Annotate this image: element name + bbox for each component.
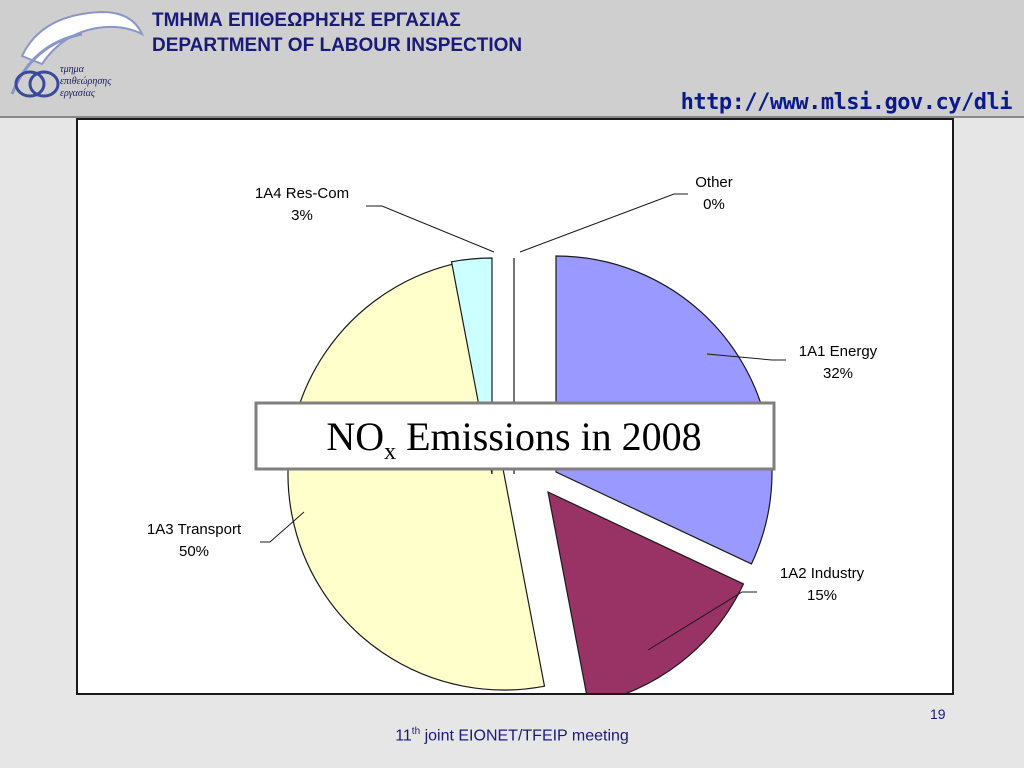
department-title-greek: ΤΜΗΜΑ ΕΠΙΘΕΩΡΗΣΗΣ ΕΡΓΑΣΙΑΣ: [152, 10, 461, 31]
slice-percent-1a1-energy: 32%: [823, 365, 853, 382]
chart-title-box: [254, 401, 776, 471]
leader-line-other: [519, 193, 688, 253]
pie-chart: 1A1 Energy 32% 1A2 Industry 15% 1A3 Transpor…: [147, 174, 878, 693]
footer-superscript: th: [411, 726, 421, 737]
slice-label-1a2-industry: 1A2 Industry: [780, 565, 865, 582]
leader-line-1a3-transport: [260, 511, 305, 543]
slice-label-1a4-res-com: 1A4 Res-Com: [255, 185, 349, 202]
svg-text:εργασίας: εργασίας: [60, 88, 96, 99]
pie-slice-1a3-transport: [287, 261, 546, 691]
department-logo: τμημα επιθεώρησης εργασίας: [10, 10, 145, 99]
department-title-english: DEPARTMENT OF LABOUR INSPECTION: [152, 35, 523, 56]
page-number: 19: [930, 706, 946, 722]
footer-meeting: joint EIONET/TFEIP meeting: [420, 727, 629, 745]
slice-percent-other: 0%: [703, 196, 725, 213]
slice-label-other: Other: [695, 174, 733, 191]
leader-line-1a4-res-com: [366, 205, 495, 253]
chart-area: 1A1 Energy 32% 1A2 Industry 15% 1A3 Transpor…: [76, 118, 954, 695]
chart-title: NOx Emissions in 2008: [326, 414, 701, 465]
slice-percent-1a3-transport: 50%: [179, 543, 209, 560]
leader-line-1a2-industry: [647, 591, 757, 651]
slice-percent-1a2-industry: 15%: [807, 587, 837, 604]
department-title: ΤΜΗΜΑ ΕΠΙΘΕΩΡΗΣΗΣ ΕΡΓΑΣΙΑΣ DEPARTMENT OF…: [152, 8, 522, 58]
website-url[interactable]: http://www.mlsi.gov.cy/dli: [680, 90, 1013, 115]
leader-line-1a1-energy: [706, 353, 786, 361]
slide-header: τμημα επιθεώρησης εργασίας ΤΜΗΜΑ ΕΠΙΘΕΩΡ…: [0, 0, 1024, 118]
footer-text: 11th joint EIONET/TFEIP meeting: [0, 726, 1024, 745]
svg-text:επιθεώρησης: επιθεώρησης: [60, 76, 112, 87]
svg-text:τμημα: τμημα: [60, 64, 85, 75]
footer-number: 11: [395, 727, 412, 745]
slice-label-1a1-energy: 1A1 Energy: [799, 343, 878, 360]
slice-percent-1a4-res-com: 3%: [291, 207, 313, 224]
pie-slice-1a2-industry: [547, 490, 745, 693]
slice-label-1a3-transport: 1A3 Transport: [147, 521, 242, 538]
header-divider: [0, 116, 1024, 118]
